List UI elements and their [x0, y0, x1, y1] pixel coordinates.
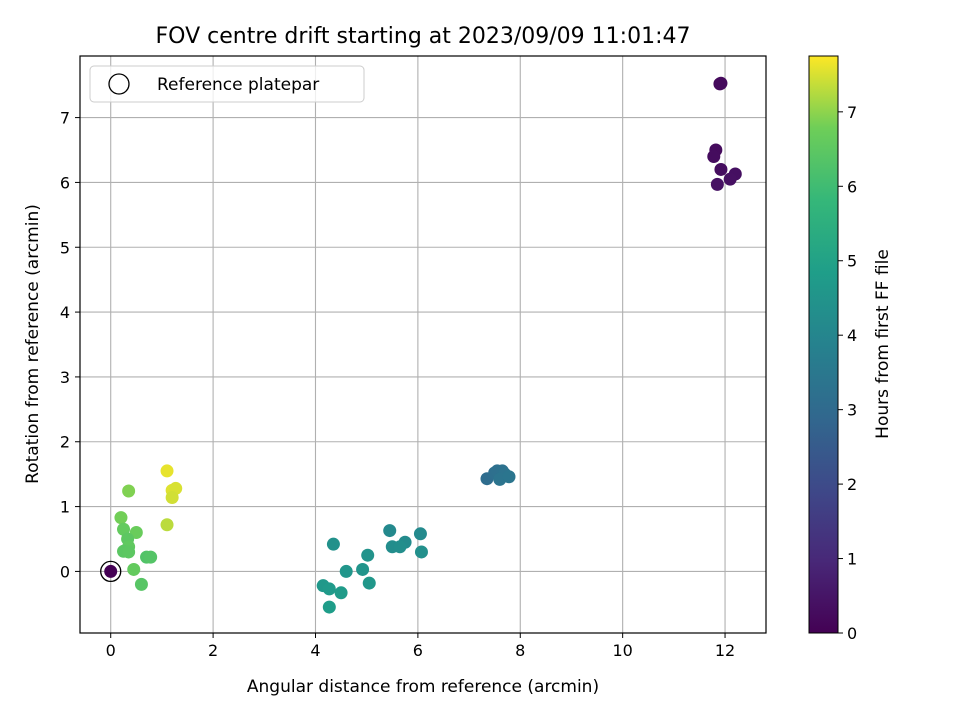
- data-point: [414, 545, 428, 559]
- colorbar-tick-label: 5: [847, 252, 857, 271]
- data-point: [117, 522, 131, 536]
- data-point: [165, 491, 179, 505]
- legend-box: [89, 65, 365, 103]
- y-tick-label: 6: [60, 173, 70, 192]
- grid-lines: [80, 56, 766, 633]
- chart-title: FOV centre drift starting at 2023/09/09 …: [156, 24, 691, 49]
- y-tick-label: 3: [60, 368, 70, 387]
- data-point: [502, 470, 516, 484]
- data-point: [122, 484, 136, 498]
- plot-frame: [79, 55, 767, 634]
- colorbar-tick-label: 2: [847, 475, 857, 494]
- colorbar-tick-label: 3: [847, 401, 857, 420]
- data-point: [326, 537, 340, 551]
- legend: Reference platepar: [89, 65, 365, 103]
- data-point: [383, 524, 397, 538]
- legend-entry-reference: Reference platepar: [157, 75, 319, 95]
- y-tick-label: 0: [60, 562, 70, 581]
- data-point: [122, 545, 136, 559]
- colorbar-tick-label: 6: [847, 177, 857, 196]
- data-point: [413, 527, 427, 541]
- x-tick-label: 4: [310, 641, 320, 660]
- colorbar-tick-label: 7: [847, 103, 857, 122]
- data-point: [322, 600, 336, 614]
- data-point: [361, 548, 375, 562]
- x-tick-label: 10: [612, 641, 632, 660]
- legend-reference-marker: [108, 73, 130, 95]
- data-point: [393, 540, 407, 554]
- data-point: [714, 76, 728, 90]
- data-point: [707, 149, 721, 163]
- data-point: [356, 562, 370, 576]
- colorbar-label: Hours from first FF file: [873, 249, 893, 439]
- x-tick-label: 6: [413, 641, 423, 660]
- y-tick-label: 1: [60, 498, 70, 517]
- colorbar: 0 1 2 3 4 5 6 7 Hours from first FF file: [808, 55, 893, 643]
- data-point: [104, 564, 118, 578]
- colorbar-gradient: [808, 55, 839, 634]
- colorbar-ticks: 0 1 2 3 4 5 6 7: [838, 103, 857, 643]
- data-point: [114, 511, 128, 525]
- data-point: [339, 564, 353, 578]
- x-tick-label: 8: [515, 641, 525, 660]
- x-tick-label: 0: [106, 641, 116, 660]
- data-point: [144, 550, 158, 564]
- colorbar-tick-label: 1: [847, 550, 857, 569]
- reference-platepar-marker: [100, 560, 122, 583]
- data-point: [322, 582, 336, 596]
- data-point: [160, 464, 174, 478]
- y-tick-label: 4: [60, 303, 70, 322]
- x-tick-label: 12: [715, 641, 735, 660]
- data-point: [334, 586, 348, 600]
- colorbar-tick-label: 0: [847, 624, 857, 643]
- x-axis-label: Angular distance from reference (arcmin): [247, 677, 599, 697]
- y-tick-label: 7: [60, 109, 70, 128]
- data-point: [723, 172, 737, 186]
- data-point: [362, 576, 376, 590]
- data-point: [127, 562, 141, 576]
- x-tick-label: 2: [208, 641, 218, 660]
- colorbar-tick-label: 4: [847, 326, 857, 345]
- y-tick-label: 5: [60, 238, 70, 257]
- data-points: [100, 76, 742, 614]
- data-point: [714, 162, 728, 176]
- data-point: [160, 518, 174, 532]
- y-tick-label: 2: [60, 433, 70, 452]
- y-axis-label: Rotation from reference (arcmin): [23, 204, 43, 484]
- data-point: [710, 177, 724, 191]
- data-point: [134, 577, 148, 591]
